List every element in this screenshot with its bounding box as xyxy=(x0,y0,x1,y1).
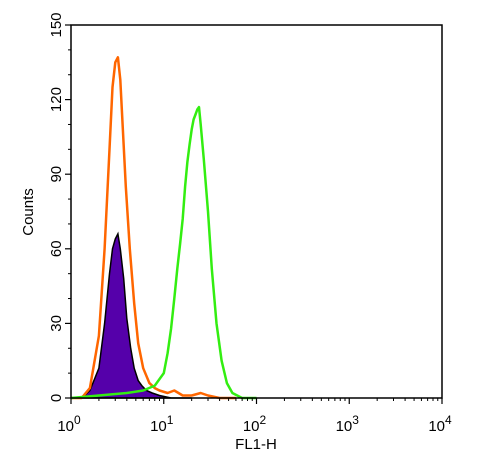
x-tick-label: 104 xyxy=(428,413,452,435)
x-tick-label: 102 xyxy=(243,413,267,435)
series-1-area xyxy=(71,231,192,399)
y-axis-title: Counts xyxy=(20,188,37,236)
y-tick-label: 60 xyxy=(48,240,65,257)
series-2-line xyxy=(71,56,236,400)
x-tick-label: 101 xyxy=(150,413,174,435)
x-tick-label: 100 xyxy=(57,413,81,435)
y-tick-label: 120 xyxy=(48,87,65,112)
y-axis: 0 30 60 90 120 150 xyxy=(48,12,71,402)
y-tick-label: 0 xyxy=(48,394,65,402)
y-tick-label: 150 xyxy=(48,12,65,37)
series-3-line xyxy=(70,105,257,400)
x-tick-label: 103 xyxy=(336,413,360,435)
y-tick-label: 90 xyxy=(48,166,65,183)
x-axis-title: FL1-H xyxy=(235,436,277,453)
x-axis: 100 101 102 103 104 xyxy=(57,398,452,435)
histogram-curves xyxy=(70,56,257,400)
y-tick-label: 30 xyxy=(48,315,65,332)
